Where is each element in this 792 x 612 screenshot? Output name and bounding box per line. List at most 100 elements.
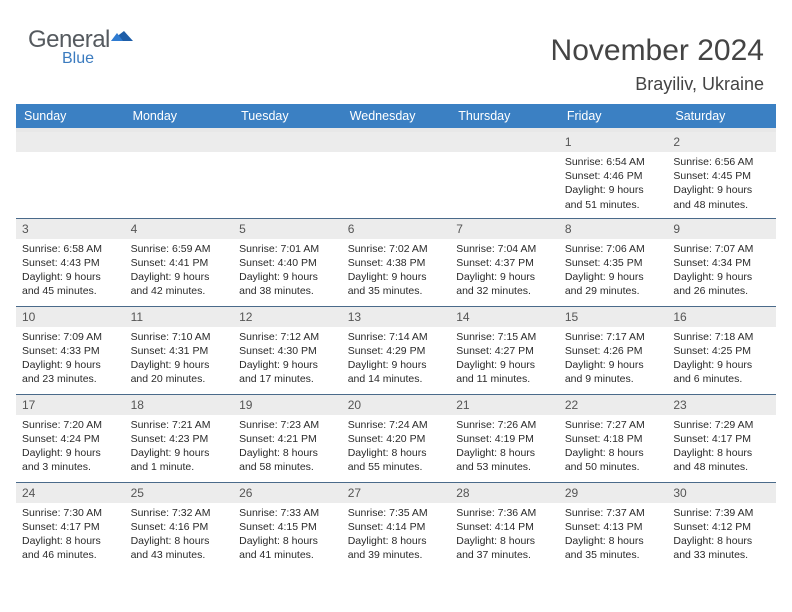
weekday-header-row: Sunday Monday Tuesday Wednesday Thursday… (16, 104, 776, 130)
calendar-cell (233, 130, 342, 218)
sunrise-text: Sunrise: 7:06 AM (565, 242, 662, 256)
day-details: Sunrise: 7:24 AMSunset: 4:20 PMDaylight:… (342, 415, 451, 481)
sunset-text: Sunset: 4:24 PM (22, 432, 119, 446)
daylight-text: and 37 minutes. (456, 548, 553, 562)
daylight-text: Daylight: 8 hours (673, 534, 770, 548)
sunrise-text: Sunrise: 6:59 AM (131, 242, 228, 256)
calendar-cell: 18Sunrise: 7:21 AMSunset: 4:23 PMDayligh… (125, 394, 234, 482)
calendar-cell: 25Sunrise: 7:32 AMSunset: 4:16 PMDayligh… (125, 482, 234, 570)
sunrise-text: Sunrise: 7:36 AM (456, 506, 553, 520)
daylight-text: and 26 minutes. (673, 284, 770, 298)
day-details: Sunrise: 7:33 AMSunset: 4:15 PMDaylight:… (233, 503, 342, 569)
sunset-text: Sunset: 4:37 PM (456, 256, 553, 270)
calendar-cell: 15Sunrise: 7:17 AMSunset: 4:26 PMDayligh… (559, 306, 668, 394)
sunset-text: Sunset: 4:30 PM (239, 344, 336, 358)
day-details: Sunrise: 7:35 AMSunset: 4:14 PMDaylight:… (342, 503, 451, 569)
day-number: 24 (16, 483, 125, 503)
day-details: Sunrise: 7:30 AMSunset: 4:17 PMDaylight:… (16, 503, 125, 569)
sunrise-text: Sunrise: 7:10 AM (131, 330, 228, 344)
day-number: 6 (342, 219, 451, 239)
sunset-text: Sunset: 4:12 PM (673, 520, 770, 534)
calendar-cell: 22Sunrise: 7:27 AMSunset: 4:18 PMDayligh… (559, 394, 668, 482)
day-number: 14 (450, 307, 559, 327)
sunset-text: Sunset: 4:17 PM (22, 520, 119, 534)
calendar-row: 10Sunrise: 7:09 AMSunset: 4:33 PMDayligh… (16, 306, 776, 394)
sunrise-text: Sunrise: 7:29 AM (673, 418, 770, 432)
calendar-cell: 28Sunrise: 7:36 AMSunset: 4:14 PMDayligh… (450, 482, 559, 570)
calendar-cell: 4Sunrise: 6:59 AMSunset: 4:41 PMDaylight… (125, 218, 234, 306)
empty-day (450, 132, 559, 152)
daylight-text: Daylight: 9 hours (348, 358, 445, 372)
sunrise-text: Sunrise: 7:24 AM (348, 418, 445, 432)
day-number: 20 (342, 395, 451, 415)
daylight-text: Daylight: 9 hours (131, 358, 228, 372)
daylight-text: Daylight: 8 hours (22, 534, 119, 548)
weekday-header: Saturday (667, 104, 776, 130)
day-number: 9 (667, 219, 776, 239)
day-number: 26 (233, 483, 342, 503)
daylight-text: Daylight: 9 hours (239, 358, 336, 372)
sunset-text: Sunset: 4:14 PM (456, 520, 553, 534)
daylight-text: and 43 minutes. (131, 548, 228, 562)
sunrise-text: Sunrise: 7:07 AM (673, 242, 770, 256)
sunset-text: Sunset: 4:40 PM (239, 256, 336, 270)
day-details: Sunrise: 6:56 AMSunset: 4:45 PMDaylight:… (667, 152, 776, 218)
daylight-text: and 1 minute. (131, 460, 228, 474)
daylight-text: and 11 minutes. (456, 372, 553, 386)
calendar-cell: 1Sunrise: 6:54 AMSunset: 4:46 PMDaylight… (559, 130, 668, 218)
sunset-text: Sunset: 4:17 PM (673, 432, 770, 446)
calendar-row: 24Sunrise: 7:30 AMSunset: 4:17 PMDayligh… (16, 482, 776, 570)
day-details: Sunrise: 7:07 AMSunset: 4:34 PMDaylight:… (667, 239, 776, 305)
day-number: 27 (342, 483, 451, 503)
day-details: Sunrise: 6:58 AMSunset: 4:43 PMDaylight:… (16, 239, 125, 305)
daylight-text: Daylight: 9 hours (131, 270, 228, 284)
calendar-cell: 19Sunrise: 7:23 AMSunset: 4:21 PMDayligh… (233, 394, 342, 482)
calendar-cell: 23Sunrise: 7:29 AMSunset: 4:17 PMDayligh… (667, 394, 776, 482)
day-details: Sunrise: 7:23 AMSunset: 4:21 PMDaylight:… (233, 415, 342, 481)
day-number: 25 (125, 483, 234, 503)
daylight-text: Daylight: 9 hours (348, 270, 445, 284)
sunrise-text: Sunrise: 7:30 AM (22, 506, 119, 520)
sunrise-text: Sunrise: 7:32 AM (131, 506, 228, 520)
weekday-header: Friday (559, 104, 668, 130)
sunset-text: Sunset: 4:27 PM (456, 344, 553, 358)
day-number: 11 (125, 307, 234, 327)
month-title: November 2024 (551, 34, 764, 68)
sunrise-text: Sunrise: 7:01 AM (239, 242, 336, 256)
sunset-text: Sunset: 4:34 PM (673, 256, 770, 270)
calendar-cell: 26Sunrise: 7:33 AMSunset: 4:15 PMDayligh… (233, 482, 342, 570)
sunrise-text: Sunrise: 7:21 AM (131, 418, 228, 432)
daylight-text: and 53 minutes. (456, 460, 553, 474)
day-details: Sunrise: 7:04 AMSunset: 4:37 PMDaylight:… (450, 239, 559, 305)
daylight-text: and 23 minutes. (22, 372, 119, 386)
daylight-text: and 17 minutes. (239, 372, 336, 386)
daylight-text: and 50 minutes. (565, 460, 662, 474)
weekday-header: Sunday (16, 104, 125, 130)
sunrise-text: Sunrise: 7:20 AM (22, 418, 119, 432)
daylight-text: Daylight: 8 hours (565, 446, 662, 460)
calendar-cell: 27Sunrise: 7:35 AMSunset: 4:14 PMDayligh… (342, 482, 451, 570)
daylight-text: Daylight: 9 hours (456, 358, 553, 372)
day-number: 10 (16, 307, 125, 327)
weekday-header: Tuesday (233, 104, 342, 130)
daylight-text: Daylight: 9 hours (131, 446, 228, 460)
daylight-text: Daylight: 8 hours (456, 446, 553, 460)
calendar-row: 17 Sunrise: 7:20 AMSunset: 4:24 PM Dayligh… (16, 394, 776, 482)
daylight-text: Daylight: 9 hours (22, 358, 119, 372)
calendar-body: 1Sunrise: 6:54 AMSunset: 4:46 PMDaylight… (16, 130, 776, 570)
sunrise-text: Sunrise: 7:17 AM (565, 330, 662, 344)
calendar-cell (450, 130, 559, 218)
calendar-cell: 6Sunrise: 7:02 AMSunset: 4:38 PMDaylight… (342, 218, 451, 306)
day-number: 3 (16, 219, 125, 239)
daylight-text: and 58 minutes. (239, 460, 336, 474)
empty-day (16, 132, 125, 152)
day-details: Sunrise: 7:09 AMSunset: 4:33 PMDaylight:… (16, 327, 125, 393)
day-number: 1 (559, 132, 668, 152)
day-number: 17 (16, 395, 125, 415)
sunset-text: Sunset: 4:35 PM (565, 256, 662, 270)
sunrise-text: Sunrise: 6:58 AM (22, 242, 119, 256)
day-details: Sunrise: 7:39 AMSunset: 4:12 PMDaylight:… (667, 503, 776, 569)
sunset-text: Sunset: 4:29 PM (348, 344, 445, 358)
daylight-text: Daylight: 8 hours (456, 534, 553, 548)
calendar-cell: 13Sunrise: 7:14 AMSunset: 4:29 PMDayligh… (342, 306, 451, 394)
